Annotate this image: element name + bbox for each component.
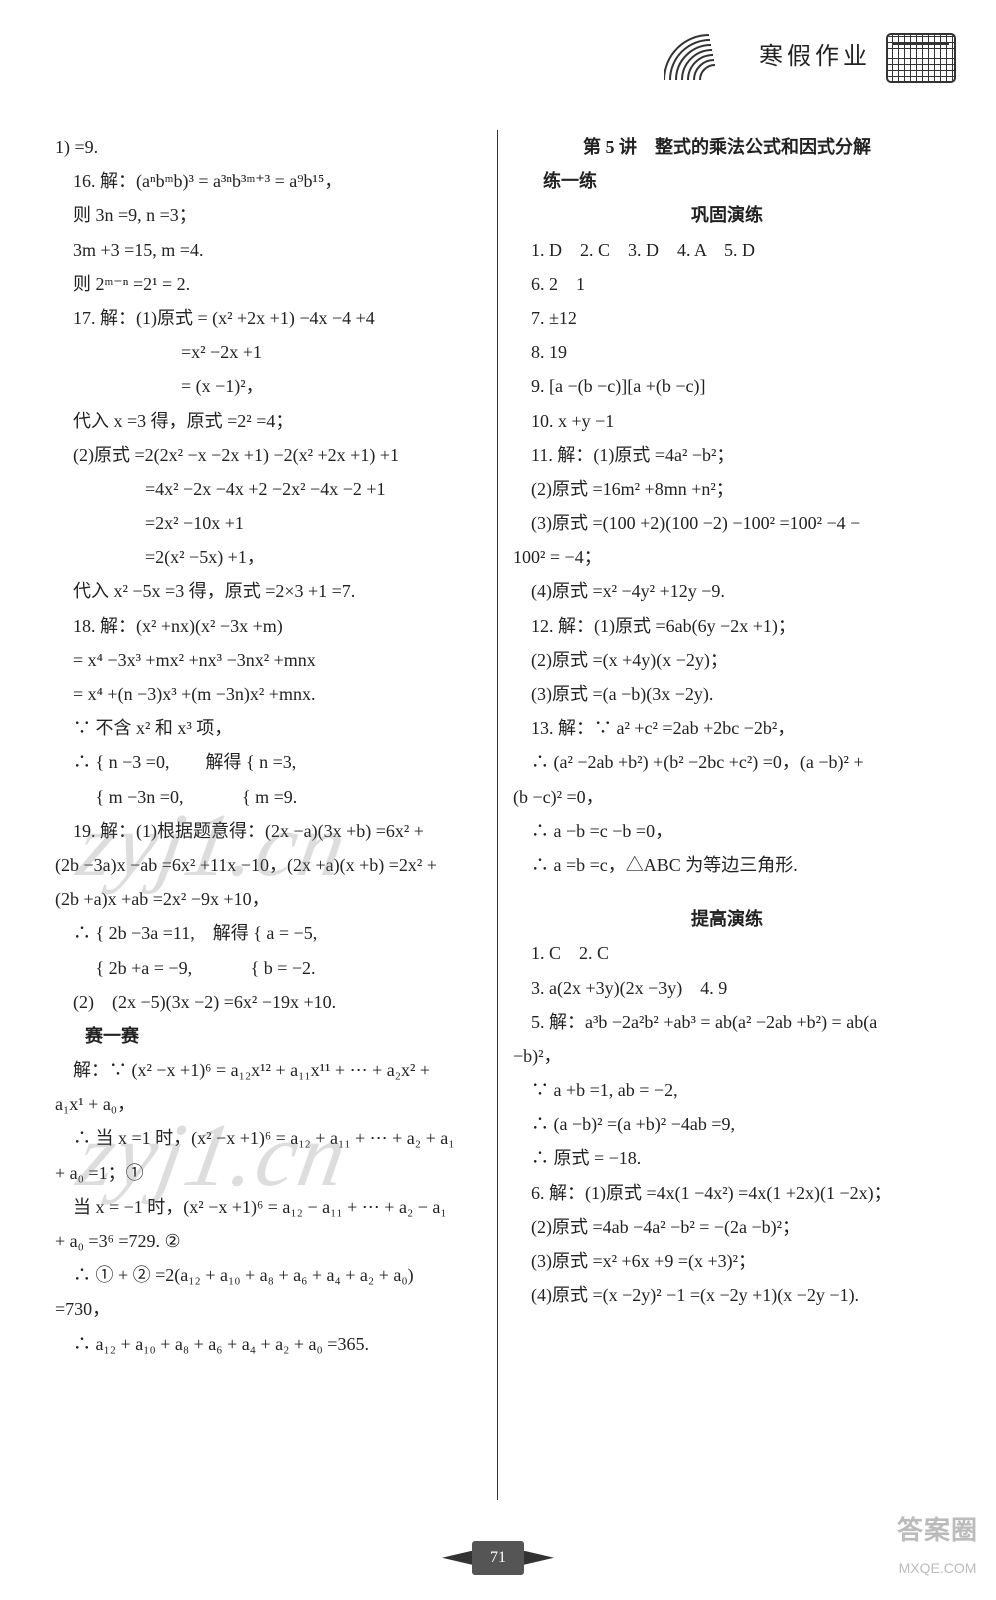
text-line: =2x² −10x +1 [55, 506, 482, 540]
corner-logo-line1: 答案圈 [897, 1506, 978, 1555]
text-line: (2b +a)x +ab =2x² −9x +10， [55, 882, 482, 916]
text-line: ∴ a =b =c，△ABC 为等边三角形. [513, 848, 941, 882]
text-line: ∵ 不含 x² 和 x³ 项， [55, 711, 482, 745]
text-line: 100² = −4； [513, 540, 941, 574]
text-line: 13. 解：∵ a² +c² =2ab +2bc −2b²， [513, 711, 941, 745]
text-line: 代入 x² −5x =3 得，原式 =2×3 +1 =7. [55, 574, 482, 608]
text-line: ∵ a +b =1, ab = −2, [513, 1073, 941, 1107]
text-line: ∴ 原式 = −18. [513, 1141, 941, 1175]
text-line: = x⁴ −3x³ +mx² +nx³ −3nx² +mnx [55, 643, 482, 677]
section-title: 第 5 讲 整式的乘法公式和因式分解 [513, 130, 941, 164]
text-line: ∴ (a² −2ab +b²) +(b² −2bc +c²) =0，(a −b)… [513, 745, 941, 779]
header-title: 寒假作业 [759, 35, 871, 81]
text-line: 16. 解：(aⁿbᵐb)³ = a³ⁿb³ᵐ⁺³ = a⁹b¹⁵， [55, 164, 482, 198]
text-line: =730， [55, 1292, 482, 1326]
text-line: 6. 2 1 [513, 267, 941, 301]
text-line: 8. 19 [513, 335, 941, 369]
page-footer: 71 [0, 1539, 996, 1575]
left-column: 1) =9. 16. 解：(aⁿbᵐb)³ = a³ⁿb³ᵐ⁺³ = a⁹b¹⁵… [40, 130, 498, 1500]
text-line: 则 3n =9, n =3； [55, 198, 482, 232]
text-line: 当 x = −1 时，(x² −x +1)⁶ = a₁₂ − a₁₁ + ⋯ +… [55, 1190, 482, 1224]
text-line: ∴ a₁₂ + a₁₀ + a₈ + a₆ + a₄ + a₂ + a₀ =36… [55, 1327, 482, 1361]
text-line: (2)原式 =(x +4y)(x −2y)； [513, 643, 941, 677]
text-line: { 2b +a = −9, { b = −2. [55, 951, 482, 985]
text-line: (2)原式 =2(2x² −x −2x +1) −2(x² +2x +1) +1 [55, 438, 482, 472]
corner-logo: 答案圈 MXQE.COM [897, 1506, 978, 1582]
text-line: 12. 解：(1)原式 =6ab(6y −2x +1)； [513, 609, 941, 643]
calendar-icon [886, 33, 956, 83]
text-line: + a₀ =3⁶ =729. ② [55, 1224, 482, 1258]
text-line: = (x −1)²， [55, 369, 482, 403]
text-line: ∴ ① + ② =2(a₁₂ + a₁₀ + a₈ + a₆ + a₄ + a₂… [55, 1258, 482, 1292]
text-line: 3. a(2x +3y)(2x −3y) 4. 9 [513, 971, 941, 1005]
content-columns: 1) =9. 16. 解：(aⁿbᵐb)³ = a³ⁿb³ᵐ⁺³ = a⁹b¹⁵… [40, 130, 956, 1500]
text-line: = x⁴ +(n −3)x³ +(m −3n)x² +mnx. [55, 677, 482, 711]
sai-title: 赛一赛 [55, 1019, 482, 1053]
corner-logo-line2: MXQE.COM [897, 1555, 978, 1582]
text-line: 19. 解：(1)根据题意得：(2x −a)(3x +b) =6x² + [55, 814, 482, 848]
text-line: 代入 x =3 得，原式 =2² =4； [55, 404, 482, 438]
tigao-title: 提高演练 [513, 902, 941, 936]
text-line: 则 2ᵐ⁻ⁿ =2¹ = 2. [55, 267, 482, 301]
text-line: =x² −2x +1 [55, 335, 482, 369]
text-line: (2) (2x −5)(3x −2) =6x² −19x +10. [55, 985, 482, 1019]
text-line: ∴ { n −3 =0, 解得 { n =3, [55, 745, 482, 779]
page: 寒假作业 1) =9. 16. 解：(aⁿbᵐb)³ = a³ⁿb³ᵐ⁺³ = … [0, 0, 996, 1600]
text-line: 18. 解：(x² +nx)(x² −3x +m) [55, 609, 482, 643]
text-line: 7. ±12 [513, 301, 941, 335]
text-line: ∴ (a −b)² =(a +b)² −4ab =9, [513, 1107, 941, 1141]
text-line: (4)原式 =x² −4y² +12y −9. [513, 574, 941, 608]
text-line: 1. C 2. C [513, 936, 941, 970]
text-line: 10. x +y −1 [513, 404, 941, 438]
text-line: 11. 解：(1)原式 =4a² −b²； [513, 438, 941, 472]
text-line: 9. [a −(b −c)][a +(b −c)] [513, 369, 941, 403]
page-number: 71 [472, 1541, 524, 1575]
text-line: (b −c)² =0， [513, 780, 941, 814]
page-header: 寒假作业 [664, 30, 956, 85]
text-line: ∴ { 2b −3a =11, 解得 { a = −5, [55, 916, 482, 950]
text-line: (3)原式 =(100 +2)(100 −2) −100² =100² −4 − [513, 506, 941, 540]
text-line: ∴ 当 x =1 时，(x² −x +1)⁶ = a₁₂ + a₁₁ + ⋯ +… [55, 1121, 482, 1155]
text-line: a₁x¹ + a₀， [55, 1087, 482, 1121]
text-line: 6. 解：(1)原式 =4x(1 −4x²) =4x(1 +2x)(1 −2x)… [513, 1176, 941, 1210]
text-line: 3m +3 =15, m =4. [55, 233, 482, 267]
text-line: (2)原式 =16m² +8mn +n²； [513, 472, 941, 506]
text-line: 5. 解：a³b −2a²b² +ab³ = ab(a² −2ab +b²) =… [513, 1005, 941, 1039]
text-line: =4x² −2x −4x +2 −2x² −4x −2 +1 [55, 472, 482, 506]
text-line: (3)原式 =(a −b)(3x −2y). [513, 677, 941, 711]
text-line: (3)原式 =x² +6x +9 =(x +3)²； [513, 1244, 941, 1278]
text-line: + a₀ =1；① [55, 1156, 482, 1190]
text-line: −b)²， [513, 1039, 941, 1073]
text-line: (4)原式 =(x −2y)² −1 =(x −2y +1)(x −2y −1)… [513, 1278, 941, 1312]
text-line: { m −3n =0, { m =9. [55, 780, 482, 814]
header-lines-icon [664, 30, 744, 85]
text-line: (2)原式 =4ab −4a² −b² = −(2a −b)²； [513, 1210, 941, 1244]
text-line: 解：∵ (x² −x +1)⁶ = a₁₂x¹² + a₁₁x¹¹ + ⋯ + … [55, 1053, 482, 1087]
text-line: 17. 解：(1)原式 = (x² +2x +1) −4x −4 +4 [55, 301, 482, 335]
text-line: (2b −3a)x −ab =6x² +11x −10，(2x +a)(x +b… [55, 848, 482, 882]
text-line: 1. D 2. C 3. D 4. A 5. D [513, 233, 941, 267]
text-line: =2(x² −5x) +1， [55, 540, 482, 574]
text-line: 1) =9. [55, 130, 482, 164]
lian-title: 练一练 [513, 164, 941, 198]
right-column: 第 5 讲 整式的乘法公式和因式分解练一练巩固演练 1. D 2. C 3. D… [498, 130, 956, 1500]
gonggu-title: 巩固演练 [513, 198, 941, 232]
text-line: ∴ a −b =c −b =0， [513, 814, 941, 848]
